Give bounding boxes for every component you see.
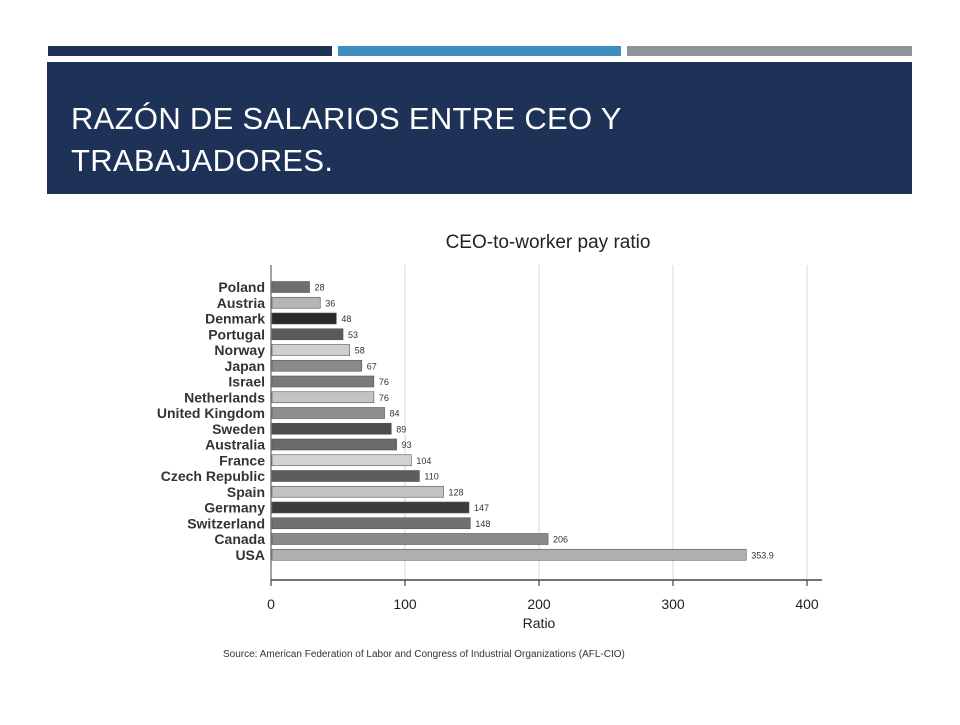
- category-label: Netherlands: [184, 389, 265, 405]
- chart-bars: [271, 281, 747, 561]
- bar: [271, 454, 412, 467]
- category-label: France: [219, 452, 265, 468]
- x-tick-label: 100: [393, 596, 417, 612]
- category-label: Poland: [218, 279, 265, 295]
- category-label: Czech Republic: [161, 468, 265, 484]
- value-label: 48: [341, 314, 351, 324]
- x-tick-label: 300: [661, 596, 685, 612]
- chart-source-note: Source: American Federation of Labor and…: [223, 649, 625, 660]
- bar: [271, 312, 337, 325]
- category-label: Portugal: [208, 326, 265, 342]
- accent-bar-blue: [338, 46, 621, 56]
- category-label: Japan: [225, 358, 265, 374]
- bar: [271, 375, 375, 388]
- value-label: 36: [325, 298, 335, 308]
- bar: [271, 281, 310, 293]
- bar: [271, 485, 444, 498]
- category-label: Sweden: [212, 421, 265, 437]
- slide-title-line-2: TRABAJADORES.: [71, 143, 334, 178]
- value-label: 93: [402, 440, 412, 450]
- slide-title-line-1: RAZÓN DE SALARIOS ENTRE CEO Y: [71, 101, 622, 136]
- category-label: Austria: [217, 295, 265, 311]
- bar: [271, 328, 344, 341]
- category-label: Switzerland: [187, 515, 265, 531]
- category-label: Australia: [205, 437, 265, 453]
- value-label: 76: [379, 393, 389, 403]
- value-label: 206: [553, 535, 568, 545]
- category-label: Israel: [228, 374, 265, 390]
- x-tick-label: 400: [795, 596, 819, 612]
- x-tick-label: 200: [527, 596, 551, 612]
- category-label: Norway: [214, 342, 265, 358]
- bar: [271, 533, 549, 545]
- category-label: Canada: [214, 531, 265, 547]
- x-tick-label: 0: [267, 596, 275, 612]
- value-label: 53: [348, 330, 358, 340]
- bar: [271, 501, 470, 514]
- bar: [271, 296, 321, 309]
- accent-bar-dark: [48, 46, 332, 56]
- value-label: 89: [396, 424, 406, 434]
- category-label: USA: [235, 547, 265, 563]
- chart-grid: [404, 265, 808, 580]
- slide-header: RAZÓN DE SALARIOS ENTRE CEO Y TRABAJADOR…: [47, 62, 912, 194]
- bar: [271, 344, 351, 356]
- category-label: United Kingdom: [157, 405, 265, 421]
- bar: [271, 548, 747, 561]
- value-labels: 2836485358677676848993104110128147148206…: [315, 283, 774, 561]
- category-labels: PolandAustriaDenmarkPortugalNorwayJapanI…: [157, 279, 265, 563]
- value-label: 84: [390, 409, 400, 419]
- category-label: Spain: [227, 484, 265, 500]
- bar: [271, 470, 420, 482]
- x-axis-ticks: 0 100 200 300 400: [267, 265, 819, 612]
- value-label: 147: [474, 503, 489, 513]
- value-label: 148: [475, 519, 490, 529]
- value-label: 58: [355, 346, 365, 356]
- value-label: 104: [416, 456, 431, 466]
- value-label: 67: [367, 361, 377, 371]
- bar: [271, 438, 397, 451]
- value-label: 128: [449, 487, 464, 497]
- value-label: 76: [379, 377, 389, 387]
- category-label: Denmark: [205, 311, 265, 327]
- slide-title: RAZÓN DE SALARIOS ENTRE CEO Y TRABAJADOR…: [71, 98, 871, 182]
- bar: [271, 517, 471, 530]
- x-axis-label: Ratio: [523, 615, 556, 631]
- value-label: 110: [424, 472, 438, 482]
- accent-bar-gray: [627, 46, 912, 56]
- bar: [271, 391, 375, 404]
- bar: [271, 359, 363, 372]
- bar: [271, 407, 385, 419]
- bar: [271, 422, 392, 435]
- category-label: Germany: [204, 500, 265, 516]
- value-label: 28: [315, 283, 325, 293]
- value-label: 353.9: [751, 550, 774, 560]
- chart-title: CEO-to-worker pay ratio: [446, 232, 651, 253]
